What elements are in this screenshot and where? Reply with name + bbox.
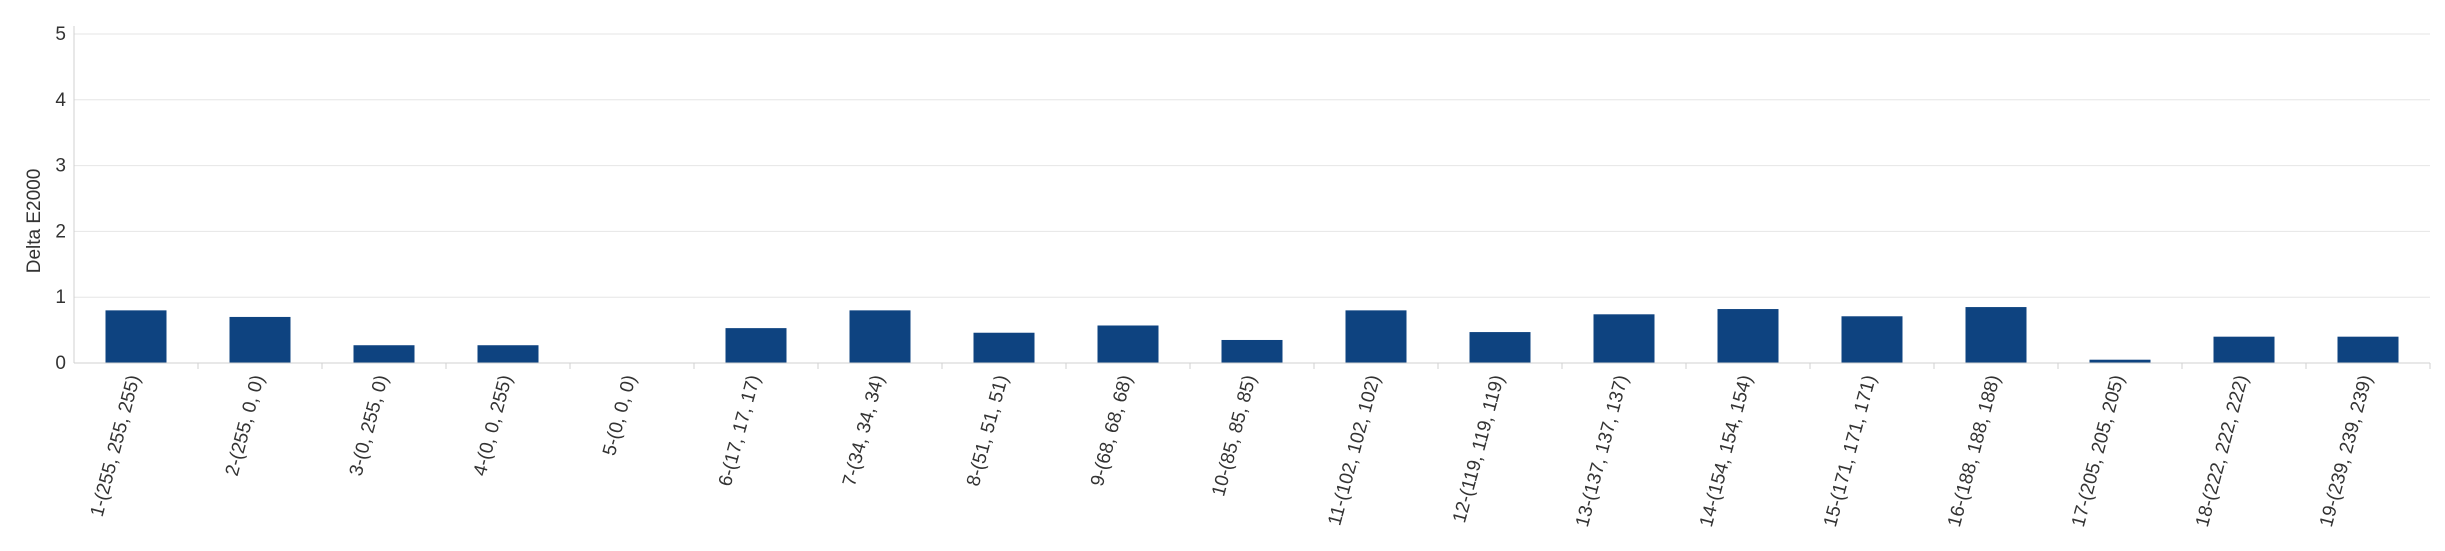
bar: [353, 345, 415, 363]
x-tick-label: 17-(205, 205, 205): [2068, 373, 2129, 529]
bar: [229, 316, 291, 363]
y-tick-label: 0: [55, 353, 66, 374]
bar: [849, 310, 911, 363]
x-tick-label: 16-(188, 188, 188): [1944, 373, 2005, 529]
x-tick-label: 10-(85, 85, 85): [1208, 373, 1261, 499]
x-tick-label: 19-(239, 239, 239): [2316, 373, 2377, 529]
y-tick-label: 5: [55, 24, 66, 45]
x-tick-labels: 1-(255, 255, 255) 2-(255, 0, 0) 3-(0, 255,…: [87, 373, 2377, 529]
bar: [2089, 359, 2151, 363]
bar: [1841, 316, 1903, 363]
x-tick-label: 3-(0, 255, 0): [346, 373, 393, 478]
y-tick-label: 1: [55, 287, 66, 308]
bar: [973, 332, 1035, 363]
x-tick-label: 8-(51, 51, 51): [963, 373, 1013, 489]
bar: [1469, 332, 1531, 363]
x-tick-label: 18-(222, 222, 222): [2192, 373, 2253, 529]
bar: [1221, 339, 1283, 363]
x-tick-label: 6-(17, 17, 17): [715, 373, 765, 489]
bar: [1593, 314, 1655, 363]
x-tick-label: 7-(34, 34, 34): [839, 373, 889, 489]
x-tick-label: 5-(0, 0, 0): [599, 373, 641, 458]
bar: [477, 345, 539, 363]
x-tick-label: 4-(0, 0, 255): [470, 373, 517, 478]
y-tick-label: 4: [55, 90, 66, 111]
x-tick-label: 2-(255, 0, 0): [222, 373, 269, 478]
x-tick-label: 15-(171, 171, 171): [1820, 373, 1881, 529]
bar: [2213, 336, 2275, 363]
y-tick-label: 2: [55, 221, 66, 242]
bar: [1097, 325, 1159, 363]
x-tick-label: 11-(102, 102, 102): [1324, 373, 1384, 528]
x-tick-label: 9-(68, 68, 68): [1087, 373, 1137, 489]
x-tick-label: 13-(137, 137, 137): [1572, 373, 1633, 529]
bar: [1965, 307, 2027, 363]
y-tick-label: 3: [55, 156, 66, 177]
x-tick-label: 1-(255, 255, 255): [87, 373, 145, 519]
gridlines: [74, 33, 2430, 298]
y-tick-labels: 0 1 2 3 4 5: [55, 24, 66, 374]
y-axis-title: Delta E2000: [24, 169, 45, 274]
bar: [105, 310, 167, 363]
bar: [1345, 310, 1407, 363]
bar: [725, 328, 787, 363]
x-tick-label: 14-(154, 154, 154): [1696, 373, 1757, 529]
x-tick-label: 12-(119, 119, 119): [1449, 373, 1509, 525]
bar: [2337, 336, 2399, 363]
bars: [105, 307, 2399, 363]
axes: [73, 26, 2431, 369]
bar: [1717, 309, 1779, 363]
